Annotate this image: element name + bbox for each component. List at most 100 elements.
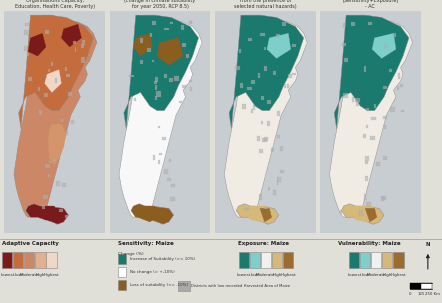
Bar — [251, 108, 253, 113]
Bar — [288, 74, 292, 78]
Text: No change (> +-10%): No change (> +-10%) — [130, 270, 175, 274]
Bar — [253, 105, 255, 110]
Polygon shape — [133, 206, 160, 222]
Bar — [381, 196, 384, 201]
Polygon shape — [236, 204, 279, 224]
Bar — [384, 45, 388, 48]
Bar — [236, 66, 240, 70]
Bar — [169, 78, 173, 82]
Bar — [118, 267, 126, 277]
Bar — [164, 74, 167, 78]
Bar — [39, 110, 42, 115]
Bar — [259, 195, 262, 200]
Polygon shape — [341, 204, 384, 224]
Bar — [371, 117, 376, 120]
Bar — [264, 66, 267, 71]
Bar — [277, 182, 278, 185]
Bar — [366, 176, 368, 181]
Text: Low: Low — [361, 273, 370, 277]
Bar — [38, 87, 40, 91]
Bar — [66, 74, 70, 77]
Text: Highest: Highest — [280, 273, 296, 277]
Bar — [287, 85, 289, 88]
Bar — [189, 80, 192, 82]
Bar — [62, 183, 66, 187]
Bar — [351, 97, 354, 102]
Polygon shape — [344, 38, 379, 65]
Bar — [276, 35, 280, 37]
Text: Lowest: Lowest — [0, 273, 15, 277]
Text: 250 Km: 250 Km — [425, 292, 440, 296]
Bar — [277, 111, 280, 116]
Bar — [383, 156, 387, 160]
Bar — [357, 101, 359, 106]
Polygon shape — [45, 70, 61, 92]
Bar — [273, 190, 276, 195]
Bar — [178, 281, 190, 291]
Text: High: High — [272, 273, 282, 277]
Bar — [27, 53, 30, 56]
Bar — [271, 148, 274, 152]
Polygon shape — [372, 33, 396, 58]
Title: Adaptive Capacity
(index is derived from:
Accessibility,
Organisations Capacity,: Adaptive Capacity (index is derived from… — [15, 0, 95, 9]
Bar — [393, 251, 404, 268]
Bar — [160, 153, 162, 155]
Bar — [240, 83, 243, 88]
Bar — [283, 251, 293, 268]
Bar — [181, 25, 184, 30]
Title: Vulnerability: Maize
=
Potential Impact
[Sensitivity+Exposure]
- AC: Vulnerability: Maize = Potential Impact … — [342, 0, 399, 9]
Bar — [421, 284, 432, 289]
Text: Moderate: Moderate — [19, 273, 39, 277]
Bar — [258, 73, 260, 78]
Bar — [390, 107, 395, 112]
Bar — [343, 22, 345, 28]
Bar — [292, 73, 296, 75]
Bar — [66, 131, 68, 135]
Bar — [81, 57, 85, 62]
Text: Lowest: Lowest — [236, 273, 251, 277]
Bar — [81, 44, 84, 48]
Polygon shape — [40, 206, 59, 220]
Bar — [55, 78, 57, 83]
Bar — [169, 158, 171, 162]
Polygon shape — [365, 208, 377, 222]
Bar — [35, 251, 46, 268]
Text: Exposure: Maize: Exposure: Maize — [238, 241, 290, 246]
Bar — [364, 66, 366, 72]
Bar — [260, 33, 265, 36]
Text: Low: Low — [251, 273, 259, 277]
Bar — [129, 75, 133, 77]
Bar — [24, 30, 29, 35]
Title: Exposure: Maize
(index is derived
from the presence of
selected natural hazards): Exposure: Maize (index is derived from t… — [234, 0, 297, 9]
Bar — [46, 251, 57, 268]
Bar — [147, 48, 151, 52]
Bar — [2, 251, 12, 268]
Polygon shape — [48, 124, 66, 165]
Bar — [118, 254, 126, 264]
Text: Loss of suitability (<= -10%): Loss of suitability (<= -10%) — [130, 283, 188, 287]
Bar — [134, 98, 136, 101]
Bar — [358, 210, 363, 216]
Bar — [118, 280, 126, 290]
Text: 0: 0 — [409, 292, 412, 296]
Bar — [164, 28, 168, 30]
Text: Increase of Suitability (>= 10%): Increase of Suitability (>= 10%) — [130, 257, 195, 261]
Bar — [244, 208, 248, 211]
Bar — [343, 93, 347, 98]
Bar — [349, 251, 359, 268]
Bar — [261, 121, 263, 124]
Bar — [239, 251, 249, 268]
Text: Vulnerability: Maize: Vulnerability: Maize — [338, 241, 400, 246]
Text: Sensitivity: Maize: Sensitivity: Maize — [118, 241, 174, 246]
Polygon shape — [119, 15, 202, 224]
Bar — [277, 135, 279, 138]
Bar — [371, 251, 381, 268]
Bar — [340, 210, 343, 214]
Bar — [389, 69, 392, 72]
Polygon shape — [239, 38, 274, 65]
Bar — [262, 138, 267, 142]
Text: High: High — [383, 273, 392, 277]
Bar — [152, 21, 156, 25]
Bar — [239, 49, 241, 53]
Text: N: N — [426, 242, 430, 247]
